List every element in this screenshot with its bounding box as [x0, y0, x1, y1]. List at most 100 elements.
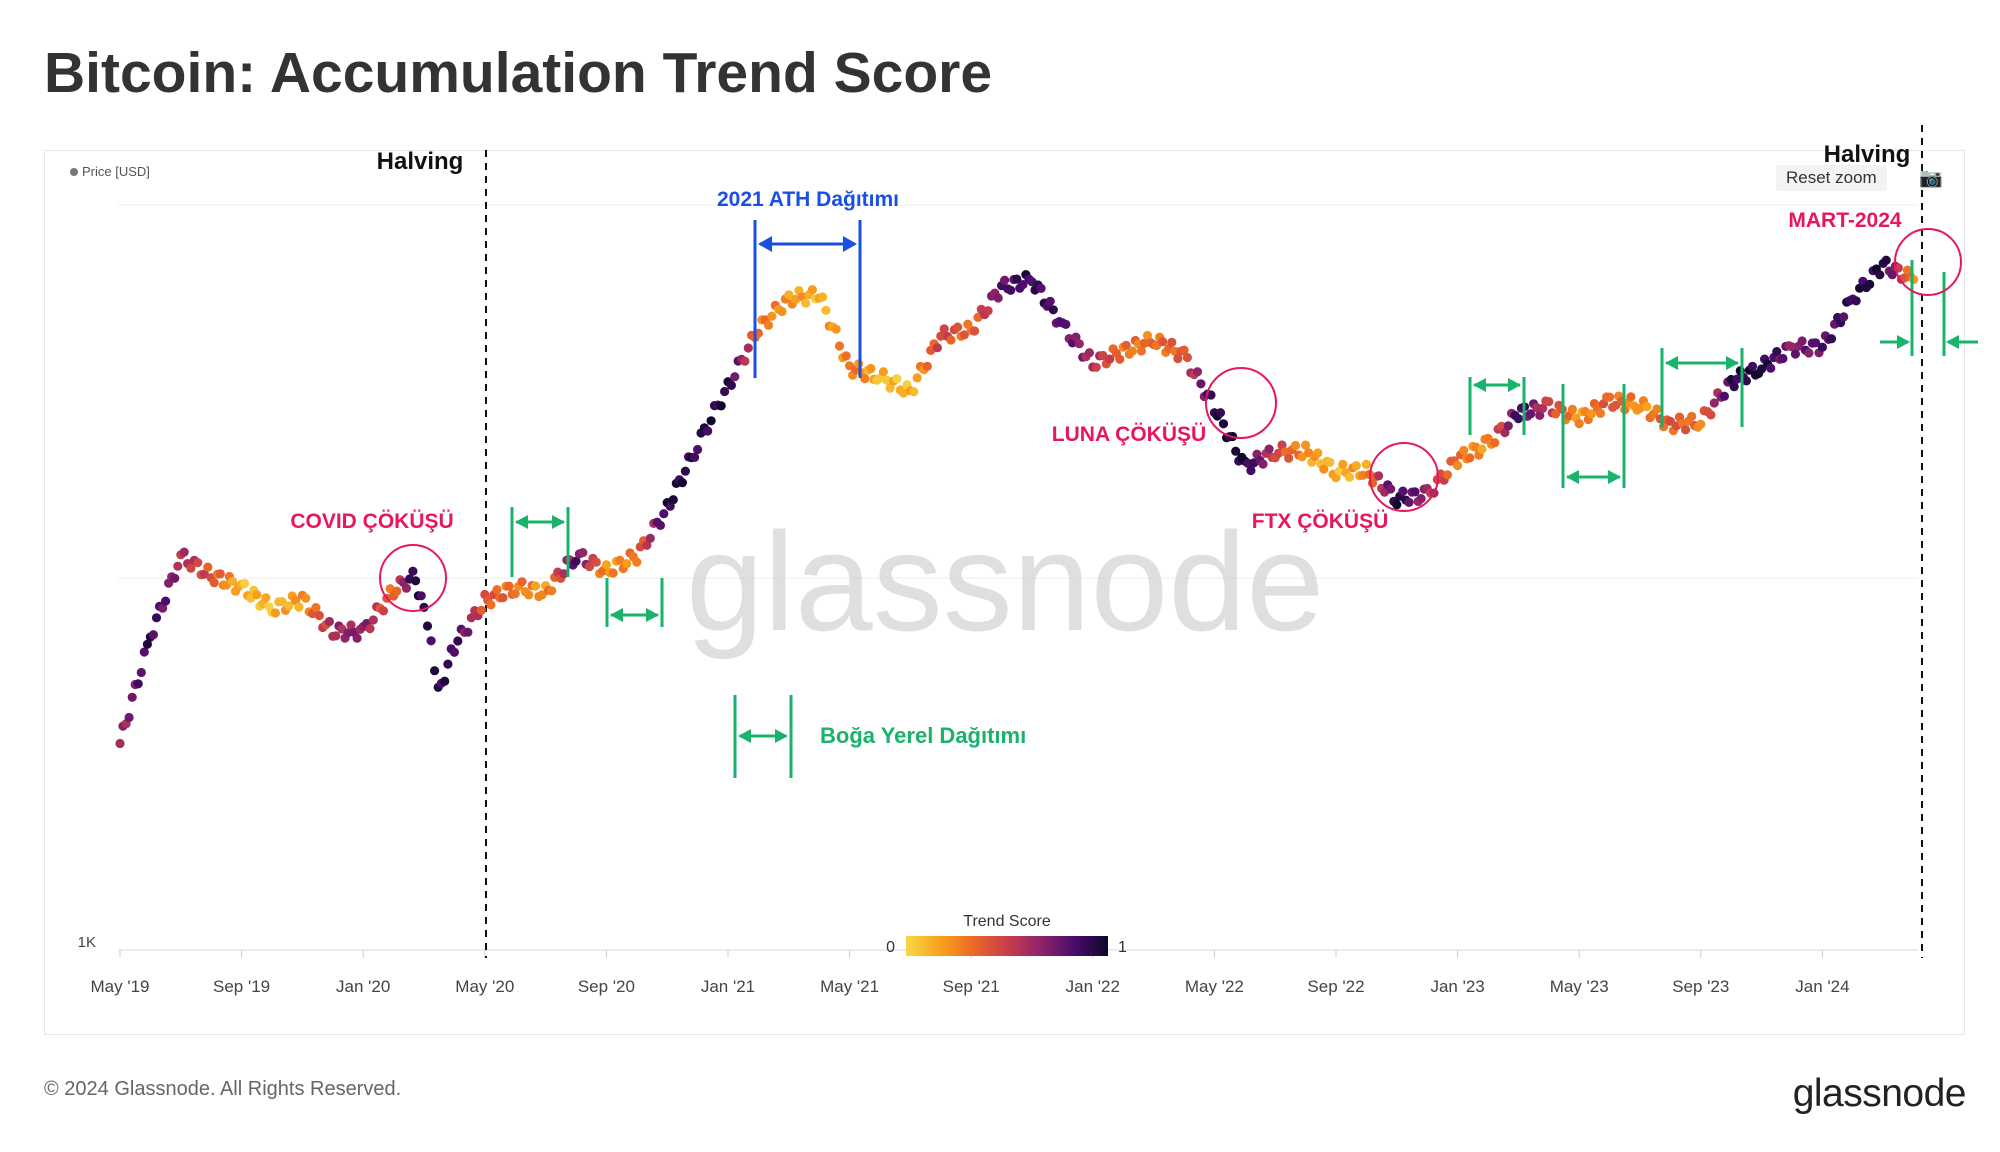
- price-point: [209, 578, 219, 588]
- price-point: [720, 386, 730, 397]
- price-point: [294, 602, 304, 612]
- price-point: [426, 636, 436, 646]
- bull-arrowhead-right: [552, 515, 565, 529]
- price-point: [1595, 408, 1606, 418]
- price-point: [148, 630, 158, 640]
- price-point: [716, 401, 726, 411]
- price-point: [252, 590, 262, 600]
- price-point: [1105, 354, 1115, 364]
- price-point: [476, 605, 486, 616]
- price-point: [1000, 275, 1010, 285]
- y-tick-label: 1K: [78, 934, 96, 951]
- price-point: [622, 559, 632, 569]
- price-point: [408, 566, 418, 576]
- price-point: [1729, 382, 1739, 392]
- price-point: [1115, 354, 1125, 364]
- price-point: [892, 374, 902, 384]
- price-point: [706, 416, 716, 426]
- price-point: [932, 343, 943, 353]
- price-point: [1453, 460, 1463, 471]
- price-point: [1551, 409, 1561, 419]
- price-point: [936, 331, 946, 341]
- price-point: [1804, 348, 1814, 358]
- price-point: [1719, 391, 1729, 401]
- price-point: [1167, 337, 1177, 347]
- price-point: [1513, 414, 1523, 424]
- price-legend-marker: [70, 168, 78, 176]
- price-point: [1173, 354, 1183, 364]
- price-legend[interactable]: Price [USD]: [70, 164, 150, 179]
- halving-label-2024: Halving: [1824, 141, 1911, 168]
- bull-distribution-brackets: [510, 260, 1978, 627]
- price-point: [1706, 410, 1716, 420]
- price-point: [1811, 338, 1821, 348]
- price-point: [1490, 438, 1500, 448]
- price-point: [158, 603, 168, 613]
- x-tick-label: May '20: [455, 977, 514, 996]
- price-point: [1398, 486, 1408, 496]
- price-point: [203, 562, 213, 572]
- price-point: [215, 569, 225, 579]
- price-point: [946, 335, 956, 345]
- price-point: [763, 320, 774, 330]
- price-point: [831, 324, 841, 334]
- price-point: [430, 666, 440, 676]
- price-point: [1477, 444, 1487, 454]
- price-point: [1098, 350, 1108, 361]
- price-point: [1121, 340, 1131, 350]
- price-point: [284, 601, 294, 611]
- price-point: [440, 676, 450, 686]
- ath-arrowhead-left: [758, 236, 772, 252]
- footer-copyright: © 2024 Glassnode. All Rights Reserved.: [44, 1078, 402, 1100]
- x-tick-label: Sep '20: [578, 977, 635, 996]
- price-point: [1865, 279, 1875, 289]
- price-point: [1442, 470, 1453, 480]
- watermark: glassnode: [686, 503, 1324, 660]
- price-point: [953, 322, 963, 332]
- price-point: [834, 341, 845, 351]
- page-title: Bitcoin: Accumulation Trend Score: [44, 41, 993, 105]
- price-point: [866, 363, 876, 374]
- bull-legend: Boğa Yerel Dağıtımı: [733, 695, 1026, 778]
- price-point: [115, 738, 125, 749]
- ath-arrowhead-right: [843, 236, 857, 252]
- x-tick-label: Jan '23: [1430, 977, 1484, 996]
- bull-legend-arrowhead-right: [775, 729, 788, 743]
- price-point: [1218, 419, 1229, 429]
- reset-zoom-button[interactable]: Reset zoom: [1776, 165, 1887, 191]
- price-point: [767, 311, 777, 321]
- bull-arrowhead-right: [1897, 335, 1910, 349]
- price-point: [492, 585, 502, 595]
- price-point: [959, 330, 970, 340]
- price-point: [346, 620, 356, 630]
- price-point: [993, 293, 1003, 303]
- price-point: [1875, 270, 1885, 280]
- price-point: [1386, 484, 1396, 494]
- price-point: [1797, 336, 1807, 346]
- footer-logo: glassnode: [1792, 1072, 1967, 1115]
- price-point: [365, 624, 375, 634]
- price-point: [655, 520, 666, 531]
- price-point: [1012, 274, 1022, 284]
- price-point: [1048, 305, 1058, 315]
- price-point: [1361, 459, 1371, 469]
- price-point: [1687, 411, 1697, 421]
- trend-score-colorbar: Trend Score 0 1: [886, 913, 1127, 956]
- x-tick-label: Jan '22: [1066, 977, 1120, 996]
- price-point: [1574, 419, 1584, 429]
- price-point: [352, 633, 362, 643]
- price-point: [1626, 392, 1636, 402]
- price-point: [578, 548, 588, 558]
- price-point: [1158, 337, 1168, 347]
- price-point: [1778, 353, 1788, 364]
- camera-icon[interactable]: 📷: [1919, 168, 1943, 189]
- price-point: [193, 558, 203, 568]
- price-point: [591, 557, 601, 567]
- price-point: [1839, 312, 1849, 322]
- price-point: [1567, 404, 1577, 414]
- price-point: [449, 647, 459, 657]
- price-point: [1817, 342, 1827, 352]
- x-tick-label: May '21: [820, 977, 879, 996]
- bull-arrowhead-right: [1508, 378, 1521, 392]
- price-point: [1681, 425, 1691, 435]
